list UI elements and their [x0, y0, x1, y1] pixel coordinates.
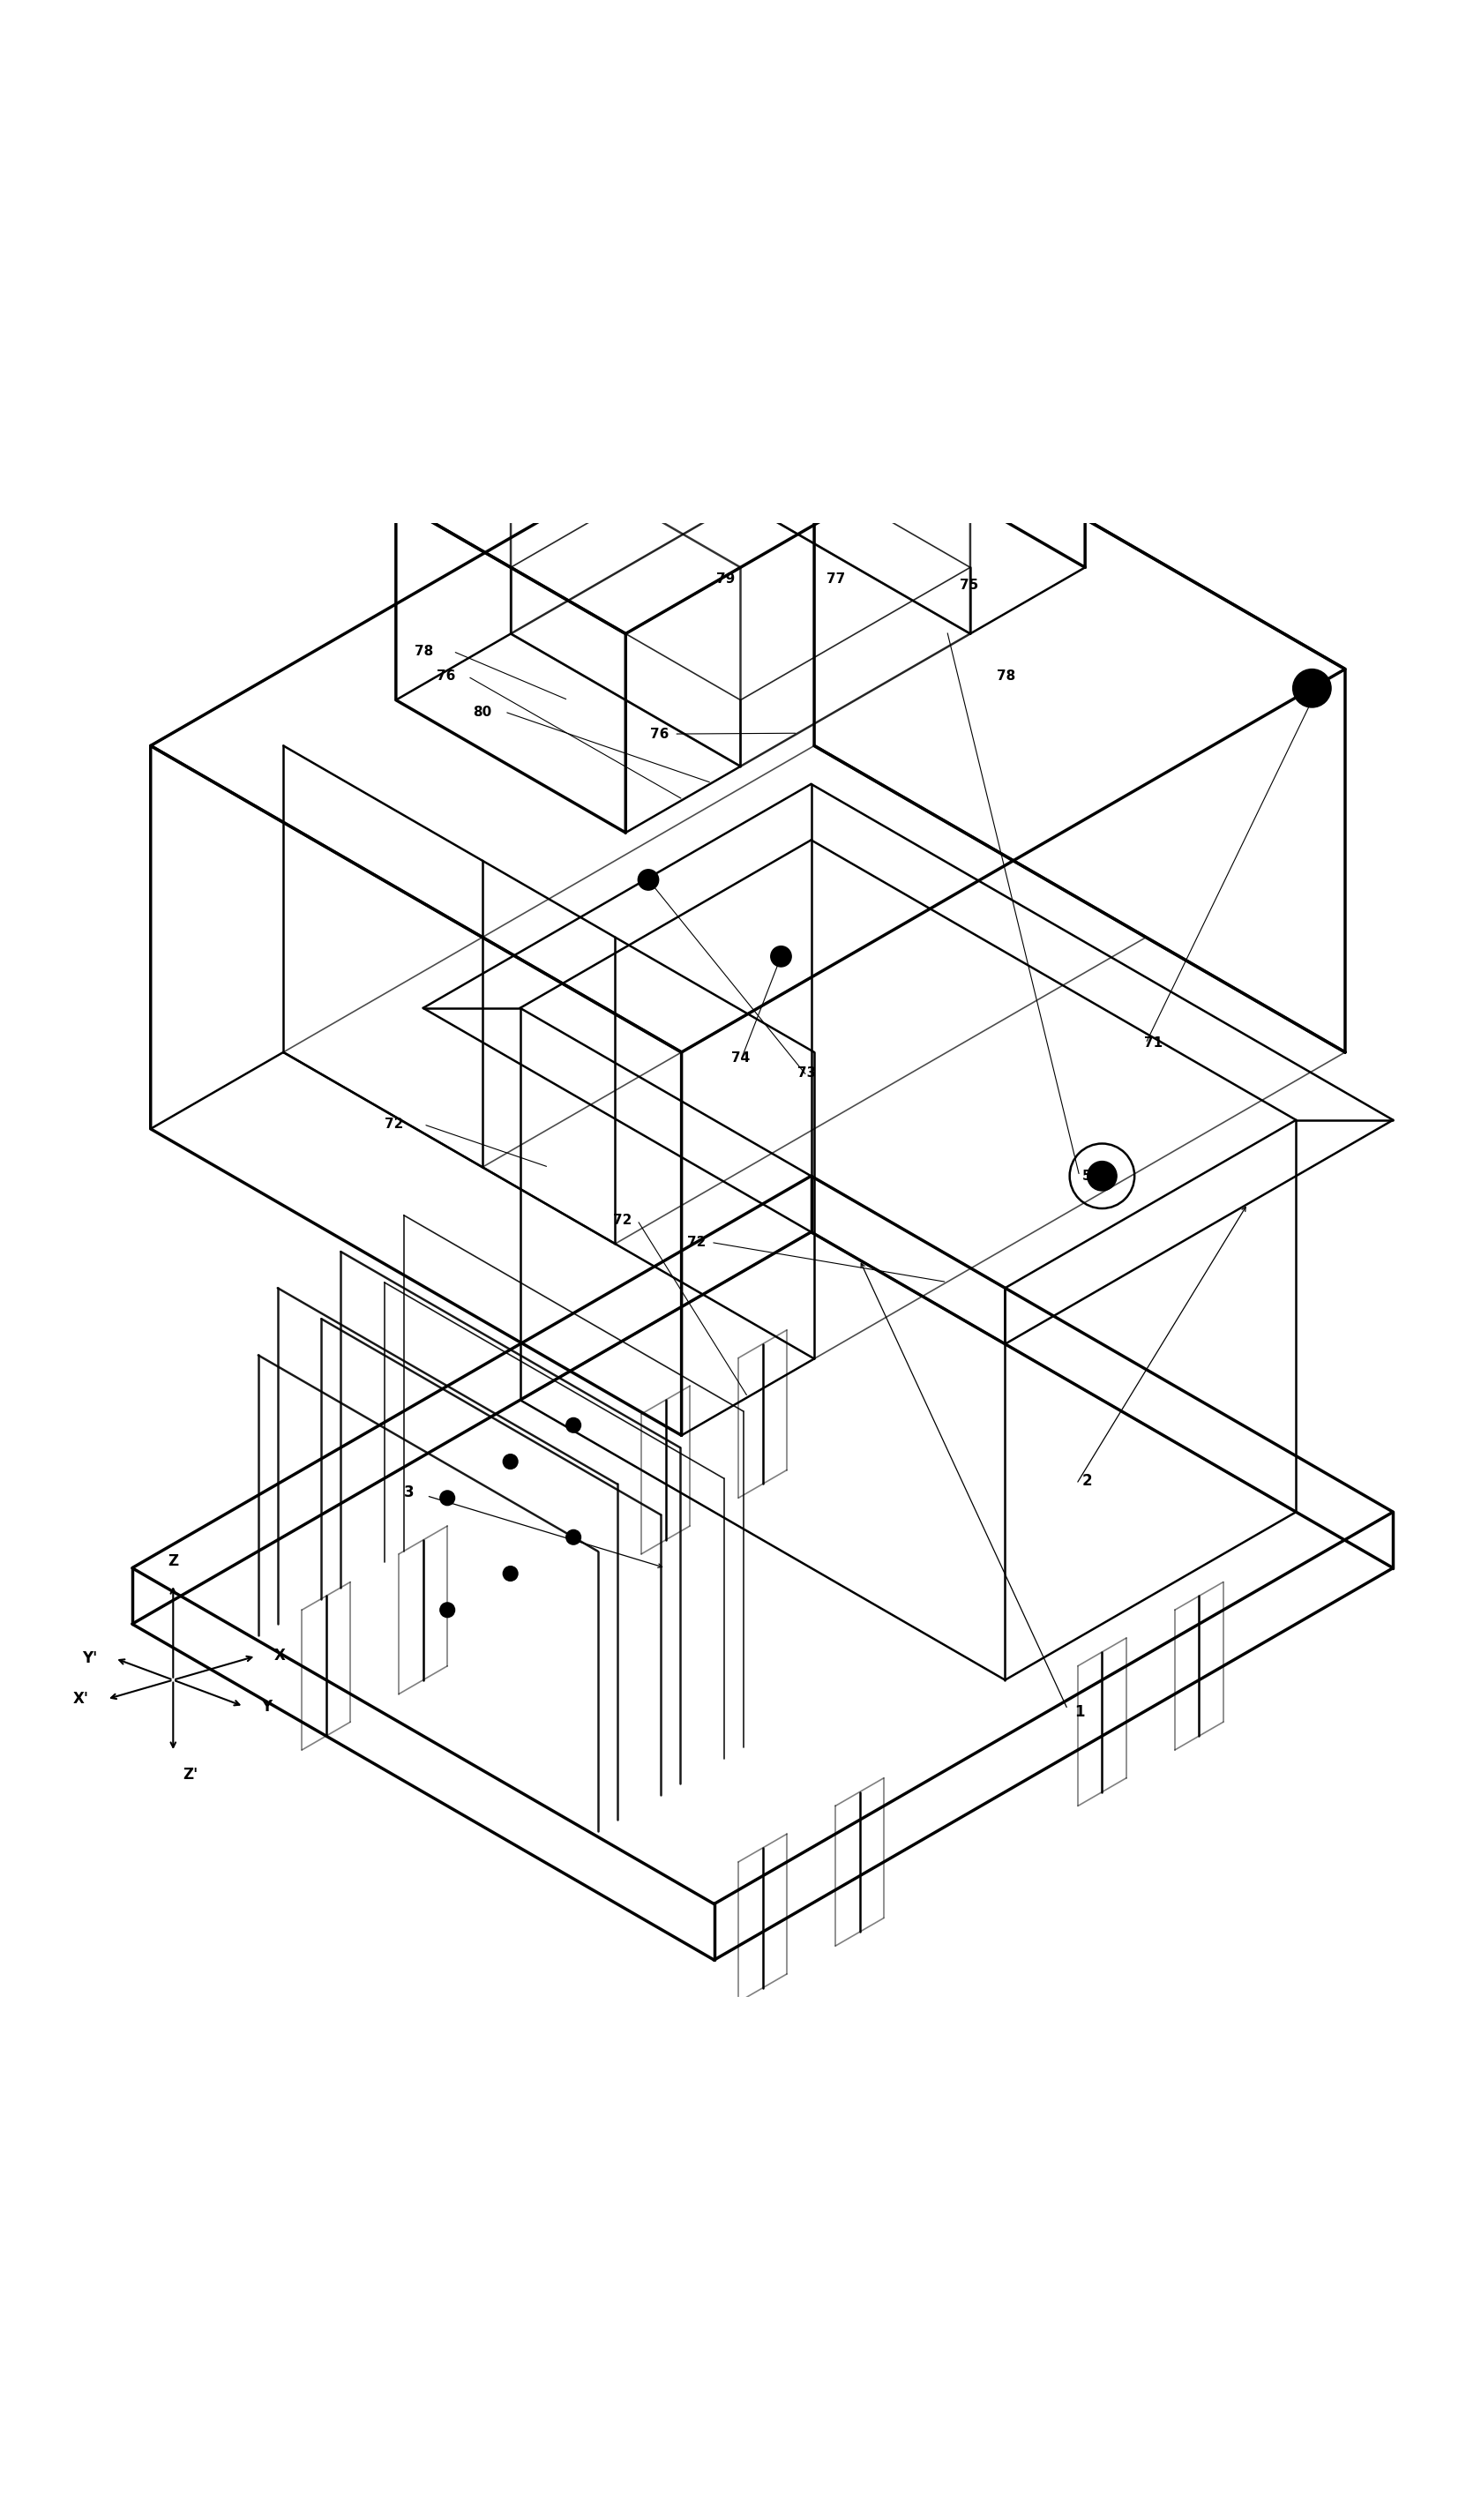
Text: Y': Y' [81, 1651, 98, 1666]
Text: 80: 80 [474, 706, 492, 718]
Text: 75: 75 [960, 580, 979, 592]
Circle shape [566, 1419, 581, 1431]
Circle shape [733, 428, 748, 441]
Circle shape [504, 1567, 518, 1580]
Circle shape [767, 449, 782, 461]
Circle shape [1293, 670, 1331, 708]
Text: 2: 2 [1081, 1474, 1091, 1489]
Text: 74: 74 [732, 1051, 749, 1066]
Circle shape [1087, 1162, 1117, 1192]
Text: Z: Z [167, 1552, 179, 1570]
Circle shape [440, 1603, 455, 1618]
Text: Y: Y [261, 1698, 273, 1714]
Circle shape [566, 1530, 581, 1545]
Text: 72: 72 [687, 1235, 706, 1250]
Text: X': X' [73, 1691, 89, 1706]
Text: 72: 72 [613, 1215, 632, 1227]
Text: 76: 76 [650, 728, 669, 741]
Text: 79: 79 [717, 572, 735, 585]
Text: 77: 77 [826, 572, 846, 585]
Text: 76: 76 [437, 670, 455, 683]
Circle shape [770, 945, 791, 968]
Text: X: X [274, 1648, 286, 1663]
Text: Z': Z' [184, 1767, 198, 1782]
Text: 5: 5 [1083, 1169, 1091, 1182]
Text: 78: 78 [415, 645, 432, 658]
Circle shape [638, 869, 659, 890]
Text: 1: 1 [1074, 1704, 1084, 1721]
Circle shape [440, 1492, 455, 1504]
Text: 78: 78 [997, 670, 1014, 683]
Text: 71: 71 [1143, 1036, 1163, 1051]
Text: 73: 73 [797, 1066, 816, 1079]
Text: 3: 3 [404, 1484, 415, 1502]
Circle shape [504, 1454, 518, 1469]
Text: 72: 72 [385, 1119, 404, 1131]
